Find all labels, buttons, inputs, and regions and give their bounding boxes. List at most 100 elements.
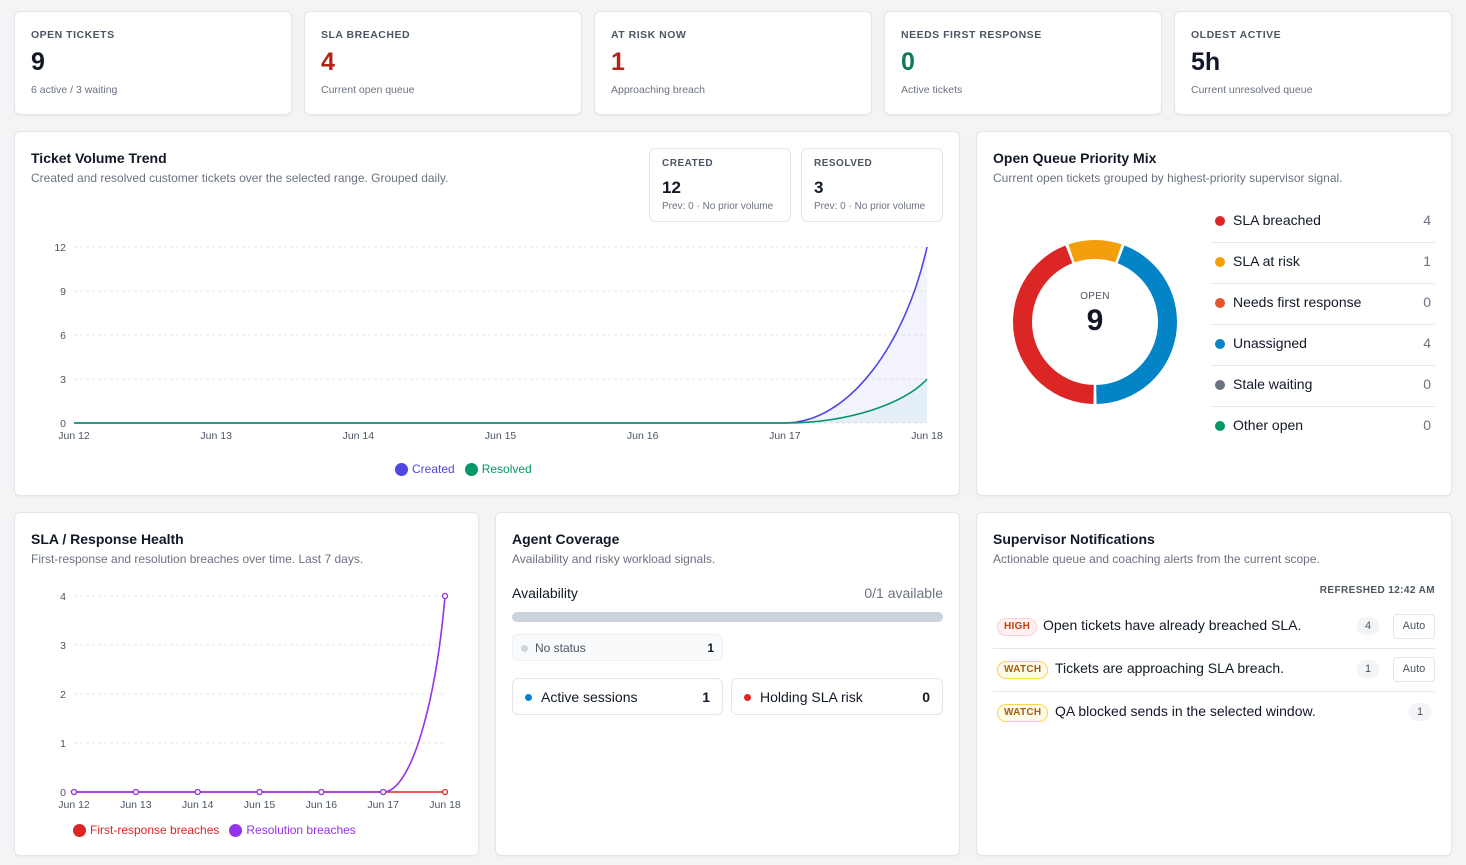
priority-row[interactable]: Stale waiting 0 <box>1211 366 1435 407</box>
priority-label: SLA breached <box>1233 212 1321 228</box>
refreshed-timestamp: REFRESHED 12:42 AM <box>1319 585 1435 596</box>
kpi-label: NEEDS FIRST RESPONSE <box>901 29 1042 41</box>
priority-row[interactable]: SLA at risk 1 <box>1211 243 1435 284</box>
legend-swatch <box>464 462 478 476</box>
y-tick-label: 1 <box>60 738 66 750</box>
data-point[interactable] <box>194 788 201 796</box>
notification-text: QA blocked sends in the selected window. <box>1055 703 1316 719</box>
priority-row[interactable]: Other open 0 <box>1211 407 1435 448</box>
kpi-label: AT RISK NOW <box>611 29 687 41</box>
kpi-value: 0 <box>901 48 915 76</box>
kpi-card: SLA BREACHED 4 Current open queue <box>304 11 582 115</box>
agent-coverage-card: Agent Coverage Availability and risky wo… <box>495 512 960 856</box>
data-point[interactable] <box>132 788 139 796</box>
priority-dot <box>1215 216 1225 226</box>
data-point[interactable] <box>70 788 78 796</box>
no-status-dot <box>521 645 528 652</box>
x-tick-label: Jun 13 <box>120 799 152 811</box>
card-subtitle: Created and resolved customer tickets ov… <box>31 171 449 185</box>
availability-bar <box>512 612 943 622</box>
severity-badge: WATCH <box>997 661 1049 679</box>
kpi-sublabel: Active tickets <box>901 84 963 96</box>
resolved-prev: Prev: 0 · No prior volume <box>814 201 926 212</box>
holding-sla-risk-label: Holding SLA risk <box>760 689 863 705</box>
x-tick-label: Jun 18 <box>911 430 943 442</box>
active-sessions-label: Active sessions <box>541 689 638 705</box>
kpi-sublabel: 6 active / 3 waiting <box>31 84 118 96</box>
card-title: Open Queue Priority Mix <box>993 150 1157 166</box>
donut-slice-sla-at-risk[interactable] <box>1068 240 1122 263</box>
kpi-value: 4 <box>321 48 335 76</box>
kpi-value: 9 <box>31 48 45 76</box>
created-summary: CREATED 12 Prev: 0 · No prior volume <box>649 148 791 222</box>
legend-label: Created <box>412 462 455 476</box>
kpi-card: OPEN TICKETS 9 6 active / 3 waiting <box>14 11 292 115</box>
y-tick-label: 6 <box>60 330 66 342</box>
created-label: CREATED <box>662 158 714 169</box>
supervisor-notifications-card: Supervisor Notifications Actionable queu… <box>976 512 1452 856</box>
x-tick-label: Jun 14 <box>182 799 214 811</box>
active-sessions-chip[interactable]: Active sessions 1 <box>512 678 723 715</box>
y-tick-label: 2 <box>60 689 66 701</box>
kpi-card: AT RISK NOW 1 Approaching breach <box>594 11 872 115</box>
priority-row[interactable]: SLA breached 4 <box>1211 202 1435 243</box>
legend-swatch <box>395 462 408 476</box>
data-point[interactable] <box>441 592 449 600</box>
notification-count: 4 <box>1357 617 1379 635</box>
kpi-card: OLDEST ACTIVE 5h Current unresolved queue <box>1174 11 1452 115</box>
severity-badge: HIGH <box>997 618 1038 636</box>
availability-label: Availability <box>512 585 578 601</box>
card-title: Supervisor Notifications <box>993 531 1155 547</box>
legend-item-resolved[interactable]: Resolved <box>464 462 532 476</box>
legend-item-first-response[interactable]: First-response breaches <box>73 823 219 837</box>
x-tick-label: Jun 12 <box>58 799 90 811</box>
data-point[interactable] <box>318 788 325 796</box>
series-line-resolved <box>74 378 928 424</box>
priority-dot <box>1215 339 1225 349</box>
sla-health-card: SLA / Response Health First-response and… <box>14 512 479 856</box>
priority-label: Needs first response <box>1233 294 1362 310</box>
notification-row[interactable]: HIGH Open tickets have already breached S… <box>993 606 1435 649</box>
series-area <box>74 379 927 423</box>
legend-label: Resolved <box>481 462 532 476</box>
data-point[interactable] <box>380 788 387 796</box>
legend-label: Resolution breaches <box>246 823 356 837</box>
priority-count: 1 <box>1423 253 1431 269</box>
holding-sla-risk-chip[interactable]: Holding SLA risk 0 <box>731 678 943 715</box>
donut-slice-unassigned[interactable] <box>1096 245 1177 404</box>
legend-item-resolution[interactable]: Resolution breaches <box>229 823 356 837</box>
y-tick-label: 12 <box>54 242 66 254</box>
y-tick-label: 3 <box>60 640 66 652</box>
resolved-summary: RESOLVED 3 Prev: 0 · No prior volume <box>801 148 943 222</box>
kpi-sublabel: Current open queue <box>321 84 415 96</box>
no-status-chip[interactable]: No status 1 <box>512 634 723 661</box>
notification-row[interactable]: WATCH Tickets are approaching SLA breach.… <box>993 649 1435 692</box>
priority-row[interactable]: Unassigned 4 <box>1211 325 1435 366</box>
resolved-label: RESOLVED <box>814 158 873 169</box>
ticket-volume-card: Ticket Volume Trend Created and resolved… <box>14 131 960 496</box>
legend-label: First-response breaches <box>90 823 220 837</box>
legend-item-created[interactable]: Created <box>395 462 455 476</box>
active-sessions-dot <box>525 694 532 701</box>
card-subtitle: Actionable queue and coaching alerts fro… <box>993 552 1320 566</box>
auto-button[interactable]: Auto <box>1393 614 1435 639</box>
kpi-card: NEEDS FIRST RESPONSE 0 Active tickets <box>884 11 1162 115</box>
priority-count: 0 <box>1423 376 1431 392</box>
x-tick-label: Jun 15 <box>244 799 276 811</box>
data-point[interactable] <box>441 788 449 796</box>
holding-sla-risk-dot <box>744 694 751 701</box>
priority-count: 4 <box>1423 335 1431 351</box>
created-prev: Prev: 0 · No prior volume <box>662 201 774 212</box>
x-tick-label: Jun 13 <box>200 430 232 442</box>
notification-count: 1 <box>1357 660 1379 678</box>
active-sessions-count: 1 <box>702 689 710 705</box>
donut-slice-sla-breached[interactable] <box>1013 245 1094 404</box>
priority-row[interactable]: Needs first response 0 <box>1211 284 1435 325</box>
priority-dot <box>1215 298 1225 308</box>
kpi-label: OPEN TICKETS <box>31 29 115 41</box>
data-point[interactable] <box>256 788 263 796</box>
auto-button[interactable]: Auto <box>1393 657 1435 682</box>
notification-row[interactable]: WATCH QA blocked sends in the selected wi… <box>993 692 1435 735</box>
y-tick-label: 0 <box>60 418 66 430</box>
priority-count: 4 <box>1423 212 1431 228</box>
